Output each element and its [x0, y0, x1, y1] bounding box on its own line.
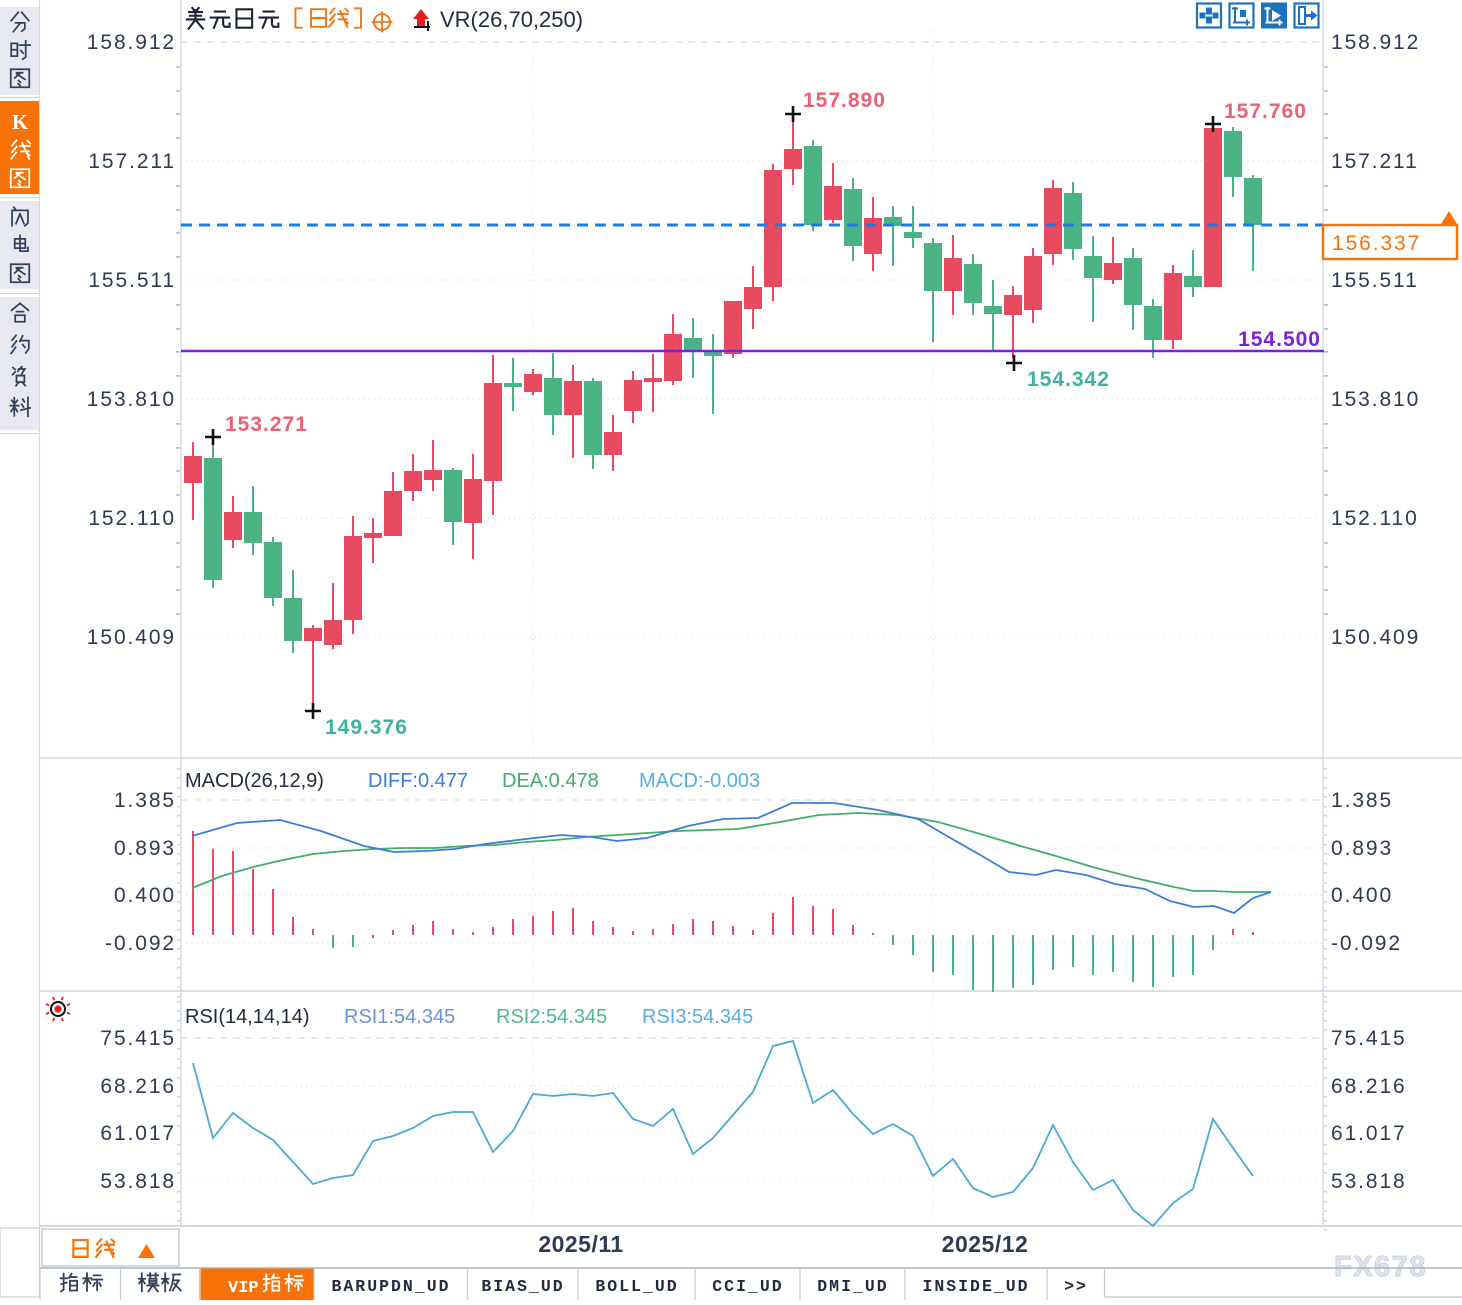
- svg-text:0.893: 0.893: [114, 837, 176, 860]
- svg-text:156.337: 156.337: [1332, 232, 1421, 255]
- svg-text:157.760: 157.760: [1224, 100, 1307, 123]
- svg-text:1.385: 1.385: [1331, 789, 1393, 812]
- svg-text:155.511: 155.511: [88, 269, 176, 292]
- svg-text:-0.092: -0.092: [105, 932, 176, 955]
- svg-text:158.912: 158.912: [87, 31, 176, 54]
- svg-text:RSI(14,14,14): RSI(14,14,14): [185, 1006, 310, 1028]
- svg-text:BIAS_UD: BIAS_UD: [481, 1277, 564, 1296]
- svg-text:BARUPDN_UD: BARUPDN_UD: [331, 1277, 450, 1296]
- svg-text:RSI3:54.345: RSI3:54.345: [642, 1006, 753, 1028]
- svg-text:MACD:-0.003: MACD:-0.003: [639, 770, 760, 792]
- svg-text:DMI_UD: DMI_UD: [817, 1277, 888, 1296]
- svg-text:FX678: FX678: [1334, 1251, 1427, 1283]
- svg-text:MACD(26,12,9): MACD(26,12,9): [185, 770, 324, 792]
- svg-text:68.216: 68.216: [100, 1075, 176, 1098]
- svg-text:75.415: 75.415: [1331, 1027, 1407, 1050]
- svg-text:DEA:0.478: DEA:0.478: [502, 770, 599, 792]
- svg-text:155.511: 155.511: [1331, 269, 1419, 292]
- svg-text:154.500: 154.500: [1238, 328, 1321, 351]
- svg-text:K: K: [12, 110, 29, 134]
- svg-text:53.818: 53.818: [1331, 1170, 1407, 1193]
- svg-text:2025/11: 2025/11: [538, 1231, 623, 1257]
- svg-text:2025/12: 2025/12: [942, 1231, 1029, 1257]
- svg-text:152.110: 152.110: [1331, 507, 1419, 530]
- svg-text:53.818: 53.818: [100, 1170, 176, 1193]
- svg-text:0.400: 0.400: [1331, 884, 1393, 907]
- svg-text:153.810: 153.810: [1331, 388, 1420, 411]
- svg-text:149.376: 149.376: [325, 716, 408, 739]
- svg-text:150.409: 150.409: [1331, 626, 1420, 649]
- svg-text:0.400: 0.400: [114, 884, 176, 907]
- svg-text:153.271: 153.271: [225, 413, 308, 436]
- svg-text:VIP: VIP: [228, 1279, 259, 1298]
- svg-text:0.893: 0.893: [1331, 837, 1393, 860]
- svg-text:CCI_UD: CCI_UD: [712, 1277, 783, 1296]
- svg-text:154.342: 154.342: [1027, 368, 1110, 391]
- svg-text:1.385: 1.385: [114, 789, 176, 812]
- svg-text:>>: >>: [1064, 1277, 1088, 1296]
- svg-text:152.110: 152.110: [88, 507, 176, 530]
- svg-text:157.211: 157.211: [1331, 150, 1419, 173]
- svg-text:61.017: 61.017: [1331, 1122, 1407, 1145]
- svg-text:68.216: 68.216: [1331, 1075, 1407, 1098]
- svg-text:61.017: 61.017: [100, 1122, 176, 1145]
- svg-text:158.912: 158.912: [1331, 31, 1420, 54]
- svg-text:VR(26,70,250): VR(26,70,250): [440, 7, 583, 32]
- svg-text:75.415: 75.415: [100, 1027, 176, 1050]
- svg-text:-0.092: -0.092: [1331, 932, 1402, 955]
- svg-text:157.211: 157.211: [88, 150, 176, 173]
- svg-text:BOLL_UD: BOLL_UD: [595, 1277, 678, 1296]
- svg-text:150.409: 150.409: [87, 626, 176, 649]
- svg-text:RSI1:54.345: RSI1:54.345: [344, 1006, 455, 1028]
- svg-text:153.810: 153.810: [87, 388, 176, 411]
- svg-text:INSIDE_UD: INSIDE_UD: [922, 1277, 1029, 1296]
- svg-text:157.890: 157.890: [803, 89, 886, 112]
- svg-text:RSI2:54.345: RSI2:54.345: [496, 1006, 607, 1028]
- svg-text:DIFF:0.477: DIFF:0.477: [368, 770, 468, 792]
